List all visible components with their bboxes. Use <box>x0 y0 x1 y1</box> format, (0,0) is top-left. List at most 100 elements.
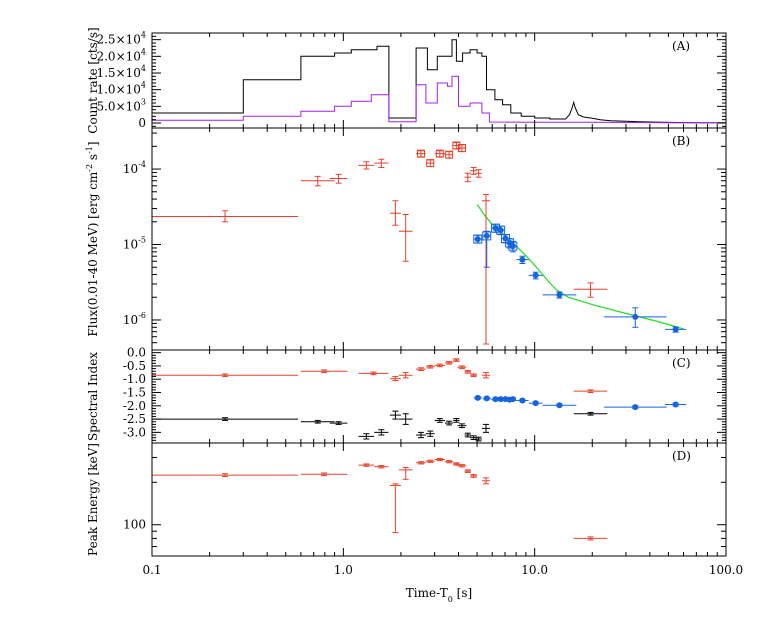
y-tick-label-c: -2.0 <box>123 399 146 413</box>
count-rate-purple-line <box>152 75 727 124</box>
flux-blue-point <box>516 255 529 265</box>
peak-energy-red-point <box>389 483 401 534</box>
flux-red-point <box>445 150 454 159</box>
index-black-point <box>453 418 460 423</box>
flux-red-point <box>358 161 375 170</box>
peak-energy-red-point <box>416 461 426 465</box>
index-blue-point <box>516 397 529 404</box>
index-blue-point <box>528 400 543 407</box>
flux-red-point <box>389 200 401 226</box>
index-black-point <box>434 418 446 423</box>
peak-energy-red-point <box>481 477 491 485</box>
index-blue-point <box>542 402 577 409</box>
panel-tag-d: (D) <box>672 449 691 463</box>
index-black-point <box>573 411 608 416</box>
y-tick-label-c: -1.0 <box>123 372 146 386</box>
index-black-point <box>152 417 299 421</box>
index-red-point <box>470 373 478 378</box>
index-black-point <box>464 432 472 438</box>
index-red-point <box>573 389 608 394</box>
panel-tag-c: (C) <box>672 356 691 370</box>
flux-blue-point <box>528 271 543 280</box>
y-tick-label-c: -2.5 <box>123 412 146 426</box>
index-blue-point <box>482 395 491 402</box>
flux-blue-point <box>603 307 667 328</box>
flux-blue-point <box>508 240 518 253</box>
flux-red-point <box>329 173 348 184</box>
x-axis: Time-T0 [s] 0.1 1.0 10.0 100.0 <box>142 563 743 604</box>
flux-blue-point <box>473 234 483 244</box>
peak-energy-red-point <box>470 474 478 478</box>
flux-red-point <box>470 166 478 175</box>
flux-red-point <box>481 194 491 345</box>
flux-blue-point <box>542 291 577 299</box>
panel-tag-a: (A) <box>672 39 690 53</box>
index-red-point <box>389 376 401 382</box>
index-red-point <box>398 372 413 379</box>
y-axis-label-c: Spectral Index <box>86 352 100 441</box>
index-black-point <box>398 413 413 425</box>
flux-red-point <box>416 149 426 158</box>
y-axis-label-d: Peak Energy [keV] <box>86 443 100 556</box>
index-black-point <box>445 420 454 426</box>
panel-frame-d <box>151 442 727 557</box>
panel-tag-b: (B) <box>672 134 690 148</box>
index-blue-point <box>603 404 667 411</box>
y-tick-label-a: 2.0×104 <box>96 47 146 63</box>
peak-energy-red-point <box>358 463 375 467</box>
index-red-point <box>453 358 460 362</box>
x-tick-label: 10.0 <box>521 563 548 577</box>
index-black-point <box>481 423 491 433</box>
peak-energy-red-point <box>374 465 389 469</box>
flux-red-late-point <box>573 282 608 298</box>
flux-blue-point <box>482 230 492 268</box>
peak-energy-red-point <box>453 462 460 466</box>
peak-energy-red-point <box>152 473 299 477</box>
flux-red-point <box>152 210 299 223</box>
flux-red-point <box>300 175 335 187</box>
peak-energy-red-point <box>457 464 467 468</box>
peak-energy-red-point <box>434 458 446 462</box>
index-red-point <box>481 372 491 379</box>
x-tick-label: 100.0 <box>709 563 743 577</box>
index-black-point <box>329 421 348 425</box>
panel-b: 10-6 10-5 10-4 (B) Flux(0.01-40 MeV) [erg cm… <box>85 127 727 351</box>
y-axis-label-a: Count rate [cts/s] <box>86 27 100 133</box>
peak-energy-red-point <box>300 472 348 477</box>
y-tick-label-c: -1.5 <box>123 386 146 400</box>
y-tick-label-b: 10-4 <box>123 160 146 176</box>
index-blue-point <box>665 401 687 408</box>
index-black-point <box>470 435 478 441</box>
index-red-point <box>457 365 467 370</box>
panel-d: 100 (D) Peak Energy [keV] <box>86 442 727 557</box>
index-blue-point <box>473 394 482 401</box>
flux-red-point <box>425 159 435 168</box>
x-tick-label: 0.1 <box>142 563 161 577</box>
y-tick-label-a: 2.5×104 <box>96 31 146 47</box>
panel-frame-a <box>151 32 727 129</box>
y-tick-label-a: 1.0×104 <box>96 81 146 97</box>
y-axis-label-b: Flux(0.01-40 MeV) [erg cm-2 s-1] <box>85 141 100 336</box>
y-tick-label-d: 100 <box>123 518 146 532</box>
index-red-point <box>445 360 454 365</box>
y-tick-label-b: 10-5 <box>123 236 146 252</box>
flux-blue-point <box>665 326 687 333</box>
flux-red-point <box>457 144 467 153</box>
panel-c: 0.0-0.5-1.0-1.5-2.0-2.5-3.0 (C) Spectral I… <box>86 346 727 444</box>
flux-red-point <box>434 149 446 158</box>
peak-energy-red-point <box>464 469 472 473</box>
index-red-point <box>358 371 389 376</box>
y-tick-label-c: -3.0 <box>123 425 146 439</box>
index-red-point <box>425 364 435 369</box>
peak-energy-red-point <box>425 459 435 463</box>
y-tick-label-a: 0 <box>138 116 146 130</box>
index-black-point <box>425 430 435 437</box>
x-axis-label: Time-T0 [s] <box>406 586 472 604</box>
count-rate-black-line <box>152 39 727 124</box>
y-tick-label-c: -0.5 <box>123 359 146 373</box>
flux-red-point <box>464 172 472 183</box>
index-black-point <box>416 431 426 439</box>
index-red-point <box>434 363 446 368</box>
